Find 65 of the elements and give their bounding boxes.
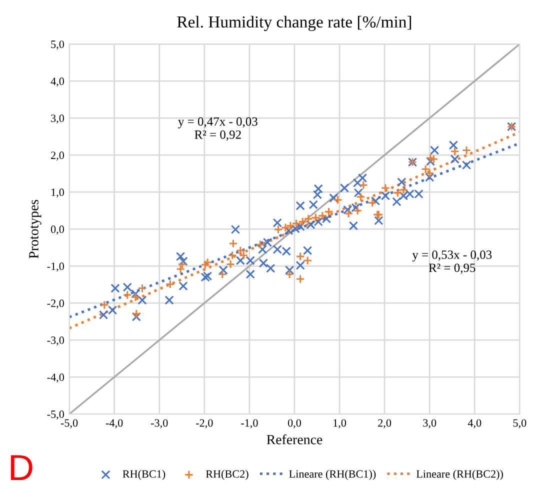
- point: [130, 292, 140, 302]
- point: [296, 274, 305, 284]
- point: [200, 260, 210, 270]
- x-tick-label: -5,0: [60, 419, 78, 428]
- point: [228, 238, 238, 248]
- point: [274, 224, 283, 234]
- y-axis-title: Prototypes: [29, 200, 42, 258]
- y-tick-label: 1,0: [52, 188, 64, 198]
- legend-label: RH(BC1): [122, 470, 166, 480]
- legend-label: RH(BC2): [206, 470, 248, 480]
- point: [218, 270, 227, 279]
- point: [296, 252, 305, 262]
- point: [380, 183, 390, 193]
- y-tick-label: -3,0: [47, 336, 64, 346]
- point: [333, 195, 342, 204]
- x-tick-label: 4,0: [468, 419, 482, 428]
- y-tick-label: -4,0: [47, 374, 64, 383]
- y-tick-label: 2,0: [51, 152, 64, 161]
- point: [358, 180, 368, 190]
- point: [226, 260, 236, 269]
- x-tick-label: -2,0: [196, 419, 213, 428]
- x-tick-label: 5,0: [513, 419, 526, 428]
- x-tick-label: -4,0: [106, 419, 123, 428]
- y-tick-label: 5,0: [51, 40, 64, 50]
- legend-label: Lineare (RH(BC2)): [416, 470, 503, 480]
- point: [420, 164, 430, 174]
- point: [122, 290, 132, 300]
- point: [166, 280, 175, 289]
- y-tick-label: 4,0: [50, 78, 64, 87]
- point: [100, 300, 109, 310]
- point: [356, 192, 366, 202]
- point: [256, 240, 265, 250]
- legend-label: Lineare (RH(BC1)): [289, 470, 376, 480]
- x-tick-label: 3,0: [423, 419, 436, 428]
- point: [450, 146, 460, 156]
- x-tick-label: -3,0: [150, 419, 168, 428]
- x-tick-label: -1,0: [241, 419, 258, 428]
- annotation: y = 0,47x - 0,03 R² = 0,92: [178, 117, 258, 141]
- y-tick-label: 3,0: [51, 114, 64, 124]
- point: [462, 146, 472, 155]
- point: [368, 198, 377, 208]
- point: [425, 168, 434, 178]
- point: [138, 284, 147, 293]
- point: [228, 250, 237, 260]
- annotation: y = 0,53x - 0,03 R² = 0,95: [412, 250, 492, 274]
- y-tick-label: -5,0: [47, 410, 64, 420]
- point: [202, 258, 212, 267]
- x-axis-title: Reference: [266, 434, 322, 444]
- point: [284, 270, 294, 279]
- point: [302, 256, 312, 266]
- point: [352, 206, 362, 216]
- point: [426, 153, 436, 163]
- x-tick-label: 0,0: [288, 419, 302, 428]
- y-tick-label: -1,0: [47, 262, 64, 272]
- y-tick-label: 0,0: [50, 226, 64, 235]
- point: [311, 213, 320, 222]
- point: [132, 309, 141, 318]
- point: [239, 250, 248, 260]
- point: [429, 154, 438, 164]
- chart-title: Rel. Humidity change rate [%/min]: [177, 16, 412, 32]
- y-tick-label: -2,0: [47, 300, 64, 309]
- text: D: [10, 455, 32, 480]
- x-tick-label: 2,0: [378, 419, 392, 428]
- x-tick-label: 1,0: [334, 419, 346, 428]
- point: [344, 208, 354, 218]
